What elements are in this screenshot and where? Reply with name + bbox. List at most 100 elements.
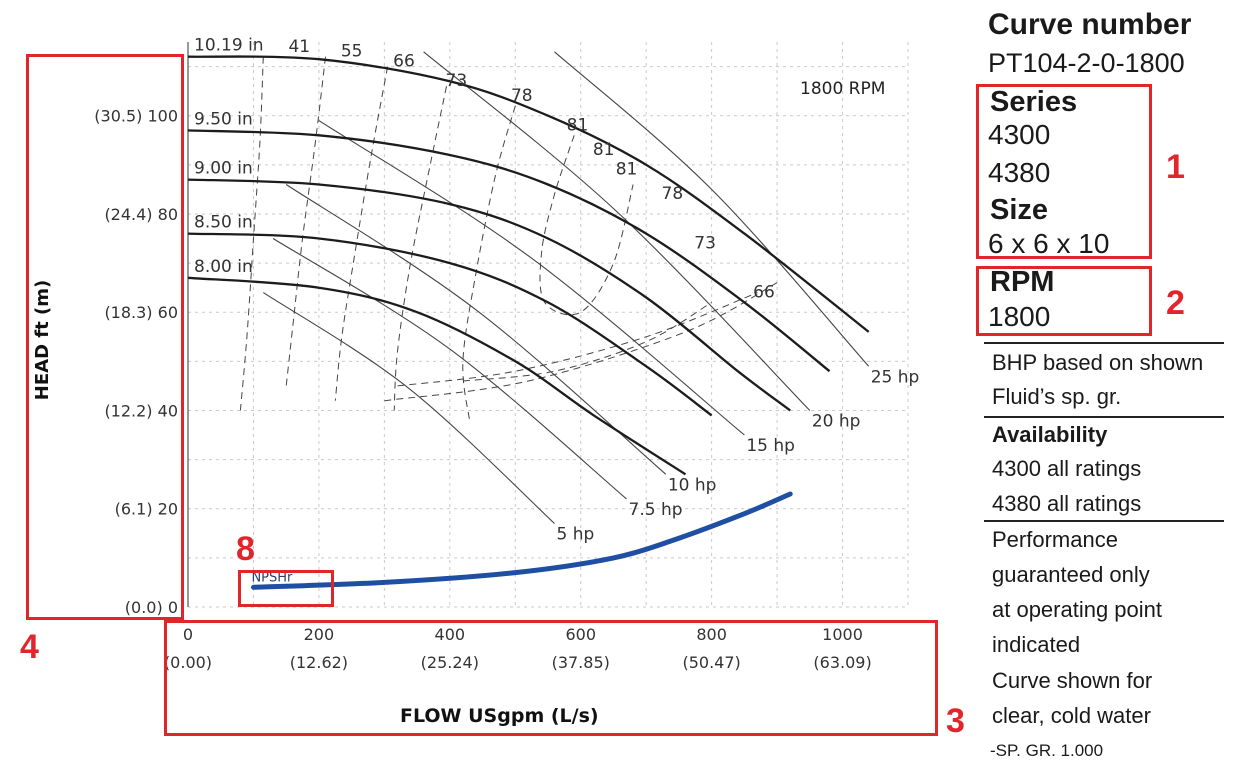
efficiency-curves	[239, 56, 778, 421]
efficiency-curve	[334, 66, 389, 401]
impeller-curve	[187, 55, 870, 333]
power-line-label: 15 hp	[746, 436, 795, 456]
performance-line-1: Performance	[992, 527, 1118, 552]
impeller-curve	[187, 232, 713, 417]
y-axis-label: HEAD ft (m)	[32, 280, 53, 400]
x-tick-label: 200	[304, 625, 335, 644]
y-tick-label: (6.1) 20	[115, 500, 178, 519]
impeller-label: 10.19 in	[194, 36, 264, 56]
efficiency-curve	[239, 56, 264, 411]
x-tick-sublabel: (12.62)	[290, 653, 348, 672]
efficiency-label: 55	[341, 42, 363, 62]
efficiency-curve	[397, 292, 758, 387]
impeller-curve	[187, 276, 687, 476]
size-label: Size	[990, 194, 1049, 226]
power-line	[554, 51, 870, 367]
x-tick-label: 400	[435, 625, 466, 644]
impeller-curves	[187, 55, 870, 476]
annotation-number-1: 1	[1166, 148, 1185, 186]
npshr-line	[251, 491, 793, 590]
series-size-highlight-box	[976, 84, 1152, 259]
sidebar-divider	[984, 520, 1224, 522]
series-label: Series	[990, 86, 1078, 118]
performance-line-4: indicated	[992, 632, 1081, 657]
power-line-label: 5 hp	[557, 524, 595, 544]
efficiency-curve	[462, 105, 516, 421]
rpm-value: 1800	[988, 301, 1051, 332]
y-axis-highlight-box	[26, 54, 184, 620]
x-tick-label: 1000	[822, 625, 863, 644]
performance-line-2: guaranteed only	[992, 562, 1150, 587]
y-tick-label: (0.0) 0	[125, 598, 178, 617]
annotation-number-3: 3	[946, 702, 965, 740]
impeller-label: 8.50 in	[194, 213, 253, 233]
annotation-number-4: 4	[20, 628, 39, 666]
speed-label: 1800 RPM	[800, 79, 885, 99]
y-tick-label: (24.4) 80	[104, 205, 178, 224]
npshr-label: NPSHr	[251, 570, 293, 585]
performance-line-3: at operating point	[992, 597, 1163, 622]
power-line	[423, 51, 811, 411]
power-line-label: 10 hp	[668, 475, 717, 495]
x-tick-sublabel: (50.47)	[682, 653, 740, 672]
efficiency-label: 41	[288, 37, 310, 57]
impeller-curve	[187, 129, 831, 373]
series-value-1: 4300	[988, 119, 1051, 150]
efficiency-label: 81	[616, 160, 638, 180]
efficiency-curve	[539, 135, 634, 316]
efficiency-label: 73	[694, 233, 716, 253]
x-tick-sublabel: (0.00)	[164, 653, 212, 672]
y-tick-label: (30.5) 100	[94, 107, 178, 126]
power-line-label: 20 hp	[812, 411, 861, 431]
impeller-label: 9.50 in	[194, 109, 253, 129]
power-line-label: 7.5 hp	[629, 500, 683, 520]
bhp-note-line-1: BHP based on shown	[992, 350, 1204, 375]
series-value-2: 4380	[988, 157, 1051, 188]
availability-line-2: 4380 all ratings	[992, 491, 1142, 516]
x-tick-label: 600	[565, 625, 596, 644]
npshr-curve	[251, 491, 793, 590]
x-axis-label: FLOW USgpm (L/s)	[400, 705, 599, 727]
x-tick-label: 0	[183, 625, 193, 644]
x-tick-label: 800	[696, 625, 727, 644]
annotation-number-2: 2	[1166, 284, 1185, 322]
performance-line-5: Curve shown for	[992, 668, 1153, 693]
power-line	[272, 238, 627, 500]
impeller-label: 9.00 in	[194, 159, 253, 179]
efficiency-curve	[285, 56, 326, 386]
annotation-number-8: 8	[236, 530, 255, 568]
x-tick-sublabel: (37.85)	[552, 653, 610, 672]
y-tick-label: (12.2) 40	[104, 401, 178, 420]
efficiency-label: 66	[393, 52, 415, 72]
performance-line-6: clear, cold water	[992, 703, 1151, 728]
efficiency-label: 81	[593, 140, 615, 160]
npshr-highlight-box	[238, 570, 334, 607]
efficiency-curve	[462, 301, 712, 382]
power-line-label: 25 hp	[871, 367, 920, 387]
specific-gravity-note: -SP. GR. 1.000	[990, 741, 1104, 760]
pump-performance-chart: 5 hp 7.5 hp 10 hp 15 hp 20 hp 25 hp 10.19 in 9.…	[32, 36, 919, 727]
power-line	[262, 292, 555, 524]
rpm-highlight-box	[976, 266, 1152, 336]
impeller-curve	[187, 178, 791, 412]
efficiency-label: 78	[662, 184, 684, 204]
availability-label: Availability	[992, 422, 1108, 447]
size-value: 6 x 6 x 10	[988, 228, 1110, 259]
y-tick-label: (18.3) 60	[104, 303, 178, 322]
curve-number-value: PT104-2-0-1800	[988, 48, 1185, 78]
chart-labels: 5 hp 7.5 hp 10 hp 15 hp 20 hp 25 hp 10.19 in 9.…	[194, 36, 919, 586]
efficiency-label: 73	[446, 71, 468, 91]
sidebar-divider	[984, 416, 1224, 418]
x-axis-highlight-box	[164, 620, 938, 736]
efficiency-curve	[393, 86, 447, 411]
axis-ticks: 0 (0.00) 200 (12.62) 400 (25.24) 600 (37.85) 800…	[94, 107, 871, 672]
x-tick-sublabel: (63.09)	[813, 653, 871, 672]
efficiency-label: 81	[567, 115, 589, 135]
sidebar-divider	[984, 342, 1224, 344]
chart-grid	[187, 42, 909, 608]
x-tick-sublabel: (25.24)	[421, 653, 479, 672]
efficiency-label: 78	[511, 86, 533, 106]
availability-line-1: 4300 all ratings	[992, 456, 1142, 481]
efficiency-curve	[384, 282, 778, 402]
impeller-label: 8.00 in	[194, 257, 253, 277]
